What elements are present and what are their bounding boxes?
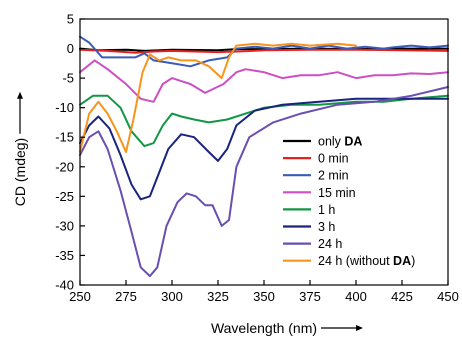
x-tick-label: 250: [69, 289, 91, 304]
tick-layer: 250 275 300 325 350 375 400 425 450 5 0 -5 -10 -15 -20…: [55, 12, 459, 305]
y-tick-label: 5: [67, 12, 74, 27]
y-axis-arrow-head: [17, 91, 23, 99]
x-tick-label: 325: [207, 289, 229, 304]
x-tick-label: 275: [115, 289, 137, 304]
series-line-6: [79, 86, 449, 278]
series-line-2: [79, 35, 449, 68]
series-line-1: [79, 48, 449, 54]
y-tick-label: -5: [62, 71, 74, 86]
series-layer: [79, 35, 449, 278]
x-tick-label: 350: [253, 289, 275, 304]
legend-label-5: 3 h: [318, 220, 335, 234]
series-line-3: [79, 59, 449, 103]
x-tick-label: 400: [345, 289, 367, 304]
legend-label-2: 2 min: [318, 169, 349, 183]
x-tick-label: 300: [161, 289, 183, 304]
series-line-4: [79, 94, 449, 148]
legend-label-6: 24 h: [318, 237, 342, 251]
y-tick-label: 0: [67, 41, 74, 56]
y-tick-label: -35: [55, 248, 74, 263]
x-tick-label: 375: [299, 289, 321, 304]
x-tick-label: 450: [437, 289, 459, 304]
legend-label-1: 0 min: [318, 152, 349, 166]
series-line-7: [79, 42, 357, 153]
y-tick-label: -20: [55, 159, 74, 174]
y-tick-label: -40: [55, 278, 74, 293]
legend-label-4: 1 h: [318, 203, 335, 217]
legend-label-3: 15 min: [318, 186, 356, 200]
legend-label-7: 24 h (without DA): [318, 254, 415, 268]
x-tick-label: 425: [391, 289, 413, 304]
y-tick-label: -10: [55, 100, 74, 115]
y-tick-label: -25: [55, 189, 74, 204]
y-tick-label: -15: [55, 130, 74, 145]
y-axis-title-group: CD (mdeg): [12, 91, 28, 206]
y-tick-label: -30: [55, 218, 74, 233]
x-axis-title: Wavelength (nm): [211, 320, 317, 336]
legend-label-0: only DA: [318, 135, 362, 149]
series-line-5: [79, 97, 449, 201]
x-axis-arrow-head: [356, 325, 364, 331]
y-axis-title: CD (mdeg): [12, 138, 28, 206]
legend: only DA 0 min 2 min 15 min 1 h 3 h 24 h 24 h (w…: [283, 135, 415, 268]
